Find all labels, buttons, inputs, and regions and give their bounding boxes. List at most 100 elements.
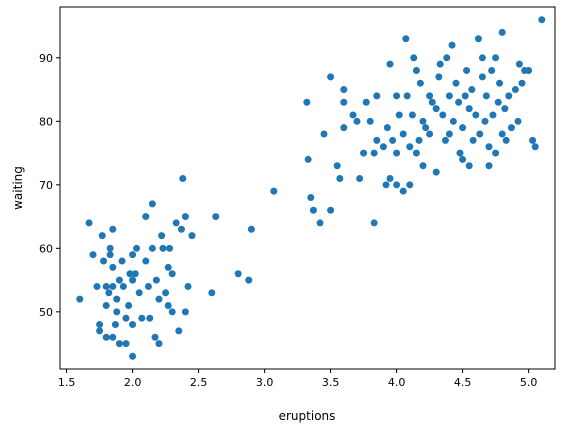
data-point: [115, 340, 123, 348]
data-point: [481, 117, 489, 125]
data-point: [131, 270, 139, 278]
data-point: [340, 124, 348, 132]
data-point: [155, 295, 163, 303]
data-point: [349, 111, 357, 119]
data-point: [106, 251, 114, 259]
data-point: [179, 174, 187, 182]
data-point: [428, 98, 436, 106]
data-point: [109, 263, 117, 271]
data-point: [514, 117, 522, 125]
y-tick-label: 60: [39, 242, 53, 255]
y-axis-ticks: 50 60 70 80 90: [39, 52, 60, 319]
data-point: [485, 162, 493, 170]
data-point: [478, 54, 486, 62]
data-point: [435, 73, 443, 81]
data-point: [333, 162, 341, 170]
data-point: [184, 282, 192, 290]
data-point: [393, 181, 401, 189]
data-point: [478, 73, 486, 81]
data-point: [353, 117, 361, 125]
data-point: [395, 111, 403, 119]
data-point: [496, 79, 504, 87]
data-point: [485, 143, 493, 151]
data-point: [472, 111, 480, 119]
data-point: [109, 225, 117, 233]
data-point: [370, 219, 378, 227]
x-axis-label: eruptions: [279, 409, 336, 423]
data-point: [96, 327, 104, 335]
x-tick-label: 1.5: [58, 376, 76, 389]
data-point: [162, 289, 170, 297]
data-point: [436, 60, 444, 68]
x-tick-label: 3.5: [322, 376, 340, 389]
data-point: [76, 295, 84, 303]
data-point: [426, 92, 434, 100]
data-point: [474, 35, 482, 43]
data-point: [146, 314, 154, 322]
data-point: [379, 143, 387, 151]
data-point: [135, 289, 143, 297]
data-point: [142, 213, 150, 221]
data-point: [412, 67, 420, 75]
data-point: [85, 219, 93, 227]
data-point: [518, 79, 526, 87]
data-point: [449, 117, 457, 125]
data-point: [416, 79, 424, 87]
data-point: [498, 28, 506, 36]
data-point: [113, 295, 121, 303]
data-point: [455, 98, 463, 106]
data-point: [142, 257, 150, 265]
data-point: [505, 92, 513, 100]
data-point: [432, 168, 440, 176]
data-point: [529, 136, 537, 144]
data-point: [443, 54, 451, 62]
data-point: [307, 194, 315, 202]
data-point: [406, 143, 414, 151]
data-point: [441, 136, 449, 144]
data-point: [399, 187, 407, 195]
data-point: [448, 41, 456, 49]
data-point: [465, 162, 473, 170]
data-point: [181, 213, 189, 221]
data-point: [177, 225, 185, 233]
data-point: [93, 282, 101, 290]
data-point: [498, 130, 506, 138]
data-point: [461, 92, 469, 100]
data-point: [356, 174, 364, 182]
data-point: [459, 124, 467, 132]
data-point: [270, 187, 278, 195]
data-point: [109, 282, 117, 290]
data-point: [152, 276, 160, 284]
data-point: [383, 124, 391, 132]
data-point: [188, 232, 196, 240]
data-point: [452, 79, 460, 87]
data-point: [126, 270, 134, 278]
data-point: [419, 117, 427, 125]
data-point: [158, 232, 166, 240]
data-point: [245, 276, 253, 284]
data-point: [105, 289, 113, 297]
data-point: [370, 149, 378, 157]
data-point: [168, 270, 176, 278]
data-point: [362, 98, 370, 106]
data-point: [386, 60, 394, 68]
data-point: [426, 130, 434, 138]
y-tick-label: 80: [39, 115, 53, 128]
data-point: [507, 124, 515, 132]
data-point: [445, 130, 453, 138]
data-point: [360, 149, 368, 157]
data-point: [538, 16, 546, 24]
data-point: [476, 130, 484, 138]
data-point: [148, 200, 156, 208]
data-point: [122, 314, 130, 322]
data-point: [489, 111, 497, 119]
data-point: [525, 67, 533, 75]
data-point: [159, 244, 167, 252]
data-point: [482, 92, 490, 100]
data-point: [168, 308, 176, 316]
data-point: [125, 301, 133, 309]
data-point: [403, 92, 411, 100]
data-point: [144, 282, 152, 290]
y-axis-label: waiting: [11, 166, 25, 210]
y-tick-label: 50: [39, 306, 53, 319]
